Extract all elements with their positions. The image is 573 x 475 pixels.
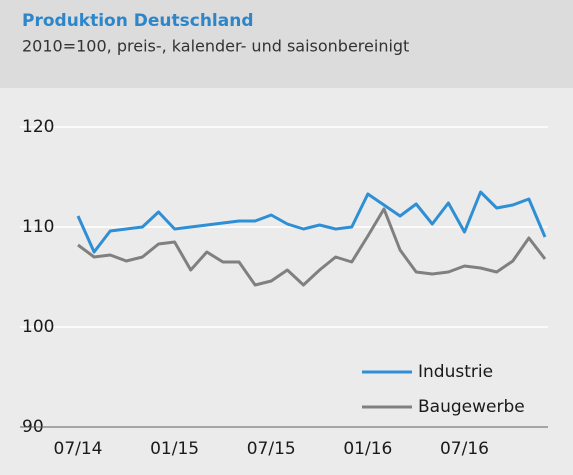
- header-background: [0, 0, 573, 88]
- y-tick-label: 100: [22, 317, 54, 337]
- legend-label: Industrie: [418, 362, 493, 382]
- series-line: [76, 190, 547, 254]
- y-tick-label: 110: [22, 217, 54, 237]
- x-tick-label: 01/15: [150, 439, 199, 459]
- y-tick-label: 120: [22, 117, 54, 137]
- chart-title: Produktion Deutschland: [22, 11, 254, 31]
- chart-subtitle: 2010=100, preis-, kalender- und saisonbe…: [22, 37, 409, 56]
- x-tick-label: 01/16: [343, 439, 392, 459]
- x-tick-label: 07/15: [247, 439, 296, 459]
- x-tick-label: 07/16: [440, 439, 489, 459]
- legend-label: Baugewerbe: [418, 397, 525, 417]
- x-tick-label: 07/14: [54, 439, 103, 459]
- series-line: [77, 207, 547, 287]
